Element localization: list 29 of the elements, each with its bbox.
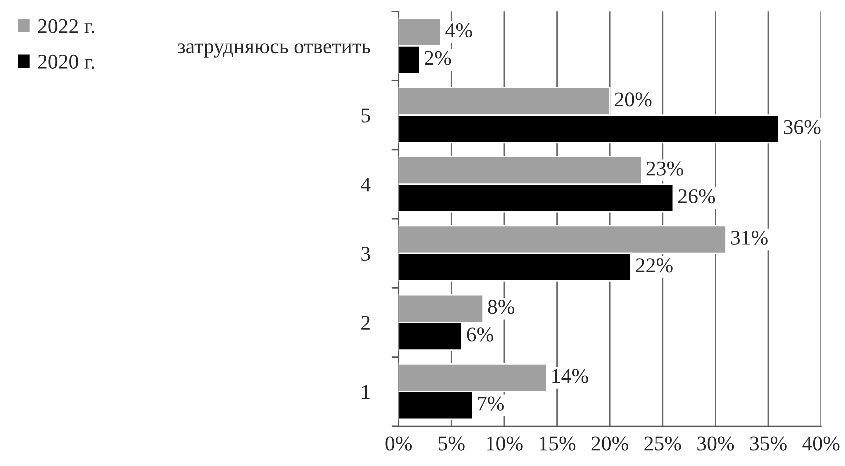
- data-label: 6%: [467, 328, 494, 342]
- legend-label: 2022 г.: [38, 19, 94, 34]
- x-tick-label: 5%: [438, 436, 465, 451]
- data-label: 20%: [615, 92, 652, 107]
- y-tick-label: 2: [362, 316, 370, 330]
- data-label: 22%: [636, 258, 673, 273]
- x-tick-label: 0%: [386, 436, 412, 451]
- x-tick-label: 15%: [540, 436, 576, 451]
- data-label: 26%: [678, 189, 716, 204]
- x-tick-label: 35%: [750, 436, 787, 451]
- data-label: 4%: [446, 24, 472, 38]
- data-label: 7%: [478, 396, 504, 411]
- data-label: 2%: [425, 51, 452, 66]
- data-label: 36%: [784, 120, 821, 134]
- data-label: 31%: [731, 230, 768, 246]
- legend-label: 2020 г.: [38, 54, 94, 70]
- y-tick-label: затрудняюсь ответить: [178, 44, 370, 58]
- data-label: 23%: [646, 162, 684, 176]
- x-tick-label: 20%: [592, 436, 628, 451]
- data-label: 14%: [552, 369, 588, 384]
- x-tick-label: 40%: [802, 436, 840, 451]
- y-tick-label: 3: [362, 247, 370, 262]
- y-tick-label: 1: [362, 385, 370, 400]
- x-tick-label: 10%: [487, 436, 523, 451]
- x-tick-label: 30%: [698, 436, 734, 451]
- x-tick-label: 25%: [644, 436, 682, 451]
- y-tick-label: 5: [362, 108, 370, 123]
- y-tick-label: 4: [361, 178, 371, 192]
- data-label: 8%: [488, 300, 515, 314]
